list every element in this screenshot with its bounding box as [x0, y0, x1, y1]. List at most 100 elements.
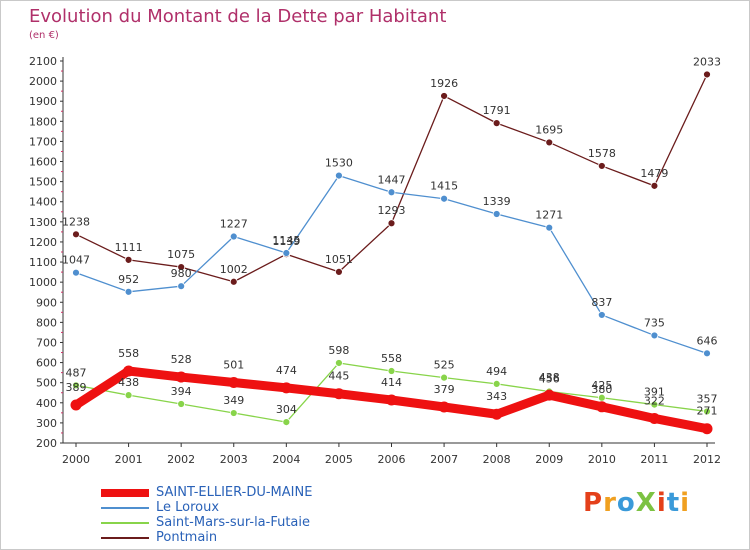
data-point — [335, 359, 343, 367]
data-point — [124, 287, 133, 296]
data-point — [597, 162, 606, 170]
legend-label: Saint-Mars-sur-la-Futaie — [156, 515, 311, 530]
data-label: 1447 — [378, 173, 406, 186]
data-label: 980 — [171, 267, 192, 280]
legend-label: Le Loroux — [156, 500, 220, 515]
data-label: 343 — [486, 390, 507, 403]
data-point — [545, 138, 554, 147]
data-point — [492, 379, 501, 388]
data-label: 1415 — [430, 180, 458, 193]
data-label: 357 — [697, 392, 718, 405]
data-point — [282, 418, 291, 426]
data-label: 837 — [591, 296, 612, 309]
data-point — [703, 407, 711, 416]
y-tick-label: 1900 — [29, 95, 57, 108]
data-label: 494 — [486, 365, 507, 378]
data-label: 425 — [591, 379, 612, 392]
data-label: 456 — [539, 373, 560, 386]
data-label: 474 — [276, 364, 297, 377]
data-labels: 1238 1111 1075 1002 1139 1051 1293 1926 1791 1695… — [62, 55, 721, 417]
y-tick-label: 1300 — [29, 216, 57, 229]
legend-swatch — [101, 537, 149, 539]
data-point — [177, 400, 186, 408]
data-point — [280, 382, 292, 394]
legend-swatch — [101, 507, 149, 509]
data-label: 1695 — [535, 123, 563, 136]
data-label: 1051 — [325, 253, 353, 266]
data-point — [701, 423, 713, 435]
data-label: 501 — [223, 358, 244, 371]
data-label: 380 — [591, 383, 612, 396]
data-point — [177, 263, 186, 271]
data-label: 271 — [697, 405, 718, 418]
data-point — [123, 365, 135, 377]
data-point — [282, 249, 291, 257]
logo-letter: i — [680, 488, 691, 518]
data-label: 1047 — [62, 254, 90, 267]
logo-letter: r — [603, 488, 617, 518]
data-point — [229, 277, 238, 286]
data-point — [545, 223, 554, 232]
data-label: 528 — [171, 353, 192, 366]
data-point — [440, 194, 448, 203]
data-point — [387, 367, 396, 375]
data-point — [650, 331, 659, 340]
y-tick-label: 2000 — [29, 75, 57, 88]
data-label: 391 — [644, 386, 665, 399]
x-tick-label: 2011 — [640, 453, 668, 466]
data-label: 598 — [328, 344, 349, 357]
y-tick-label: 1600 — [29, 156, 57, 169]
series-layer — [70, 70, 713, 435]
y-tick-label: 1500 — [29, 176, 57, 189]
y-tick-label: 1800 — [29, 115, 57, 128]
data-point — [492, 119, 501, 128]
data-point — [333, 388, 345, 400]
data-point — [175, 371, 187, 383]
data-point — [124, 255, 133, 264]
x-tick-label: 2012 — [693, 453, 721, 466]
y-tick-label: 700 — [36, 336, 57, 349]
data-point — [491, 408, 503, 420]
legend-item-pontmain: Pontmain — [101, 530, 401, 546]
y-tick-label: 300 — [36, 417, 57, 430]
data-point — [177, 282, 186, 291]
data-point — [440, 92, 448, 100]
x-tick-label: 2002 — [167, 453, 195, 466]
data-label: 389 — [66, 381, 87, 394]
data-point — [228, 376, 240, 388]
data-label: 487 — [66, 366, 87, 379]
x-tick-label: 2010 — [588, 453, 616, 466]
y-tick-label: 200 — [36, 437, 57, 450]
data-point — [72, 230, 80, 239]
data-point — [229, 232, 238, 241]
data-label: 1139 — [272, 235, 300, 248]
legend-item-le-loroux: Le Loroux — [101, 500, 401, 516]
x-tick-label: 2006 — [378, 453, 406, 466]
data-label: 1238 — [62, 215, 90, 228]
y-tick-label: 1100 — [29, 256, 57, 269]
y-tick-label: 2100 — [29, 55, 57, 68]
y-tick-label: 800 — [36, 316, 57, 329]
data-label: 1145 — [272, 234, 300, 247]
logo-letter: t — [666, 488, 681, 518]
data-point — [597, 311, 606, 319]
data-label: 1111 — [115, 241, 143, 254]
y-tick-label: 900 — [36, 296, 57, 309]
data-label: 379 — [434, 383, 455, 396]
y-tick-label: 1000 — [29, 276, 57, 289]
legend-item-saint-mars: Saint-Mars-sur-la-Futaie — [101, 515, 401, 531]
logo-letter: i — [656, 488, 667, 518]
chart-subtitle: (en €) — [29, 30, 59, 41]
data-label: 1926 — [430, 77, 458, 90]
data-label: 438 — [118, 376, 139, 389]
y-tick-label: 1700 — [29, 135, 57, 148]
y-tick-label: 400 — [36, 397, 57, 410]
x-tick-label: 2008 — [483, 453, 511, 466]
data-label: 1339 — [483, 195, 511, 208]
data-label: 445 — [328, 370, 349, 383]
data-point — [386, 394, 397, 406]
data-label: 525 — [434, 359, 455, 372]
data-label: 1791 — [483, 104, 511, 117]
x-tick-label: 2005 — [325, 453, 353, 466]
